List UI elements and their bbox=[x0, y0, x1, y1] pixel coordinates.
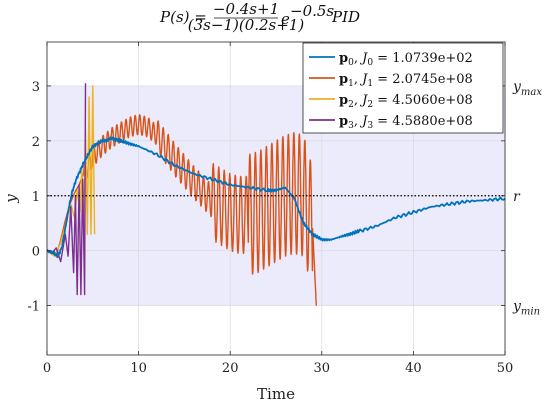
x-tick-label: 30 bbox=[314, 361, 331, 376]
y-tick-label: 2 bbox=[32, 135, 40, 150]
series-lines bbox=[47, 83, 505, 306]
right-side-labels: ymax ymin r bbox=[512, 79, 542, 318]
legend-label-1: p1, J1 = 2.0745e+08 bbox=[339, 72, 473, 89]
tick-labels: 0 10 20 30 40 50 -1 0 1 2 3 bbox=[27, 80, 513, 376]
reference-label: r bbox=[513, 189, 521, 205]
y-tick-label: 1 bbox=[32, 190, 40, 205]
title-suffix: PID bbox=[331, 8, 360, 26]
x-tick-label: 0 bbox=[43, 361, 51, 376]
y-min-label: ymin bbox=[512, 299, 540, 318]
legend-box bbox=[302, 42, 504, 134]
y-max-label: ymax bbox=[512, 79, 542, 98]
series-line-1 bbox=[47, 114, 317, 306]
title-exponent: −0.5s bbox=[290, 2, 334, 20]
legend-label-3: p3, J3 = 4.5880e+08 bbox=[339, 114, 473, 131]
x-tick-label: 10 bbox=[130, 361, 147, 376]
legend-label-0: p0, J0 = 1.0739e+02 bbox=[339, 51, 473, 68]
chart-title: P(s) = −0.4s+1 (3s−1)(0.2s+1) e −0.5s PI… bbox=[159, 0, 360, 34]
x-tick-label: 20 bbox=[222, 361, 239, 376]
title-denominator: (3s−1)(0.2s+1) bbox=[188, 16, 305, 34]
title-exp-base: e bbox=[281, 10, 290, 28]
x-tick-label: 40 bbox=[405, 361, 422, 376]
axes-box bbox=[46, 41, 506, 356]
y-tick-label: 0 bbox=[32, 245, 40, 260]
title-numerator: −0.4s+1 bbox=[213, 0, 279, 18]
y-tick-label: -1 bbox=[27, 300, 40, 315]
legend-label-2: p2, J2 = 4.5060e+08 bbox=[339, 93, 473, 110]
y-axis-label: y bbox=[2, 194, 20, 204]
y-tick-label: 3 bbox=[32, 80, 40, 95]
x-axis-label: Time bbox=[257, 385, 295, 403]
series-line-2 bbox=[47, 85, 96, 257]
series-line-0 bbox=[47, 136, 505, 259]
legend: p0, J0 = 1.0739e+02 p1, J1 = 2.0745e+08 p2… bbox=[302, 42, 504, 134]
series-line-3 bbox=[47, 83, 87, 296]
x-tick-label: 50 bbox=[497, 361, 514, 376]
title-lhs: P(s) = bbox=[159, 8, 207, 26]
